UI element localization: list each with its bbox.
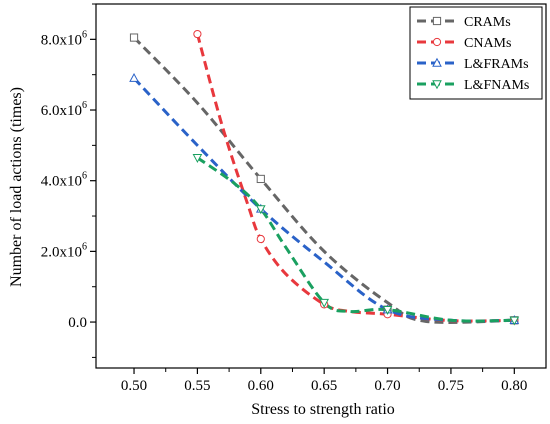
x-tick-label: 0.75: [438, 378, 464, 394]
axis-ticks: [90, 3, 515, 374]
plot-border: [95, 3, 547, 369]
data-point-l-fnams: [382, 305, 393, 315]
x-tick-label: 0.70: [374, 378, 400, 394]
data-point-cnams: [256, 234, 265, 244]
legend: CRAMs CNAMs L&FRAMs L&FNAMs: [409, 6, 543, 100]
series-curves: [132, 33, 515, 324]
y-tick-exponent: 6: [82, 29, 87, 40]
y-tick-exponent: 6: [82, 241, 87, 252]
x-tick-label: 0.55: [184, 378, 210, 394]
y-tick-label: 8.0x106: [41, 29, 87, 48]
data-point-l-fnams: [255, 205, 266, 215]
data-point-l-fnams: [509, 316, 520, 326]
y-tick-label: 4.0x106: [41, 171, 87, 190]
y-axis-title: Number of load actions (times): [8, 87, 25, 287]
data-point-crams: [129, 33, 139, 42]
legend-marker-l-fnams: [432, 80, 442, 90]
y-tick-label: 2.0x106: [41, 241, 87, 260]
series-line-l-frams: [132, 77, 515, 323]
data-point-cnams: [193, 29, 202, 39]
series-line-crams: [132, 36, 515, 324]
y-tick-exponent: 6: [82, 100, 87, 111]
x-tick-label: 0.65: [311, 378, 337, 394]
series-line-l-fnams: [196, 156, 515, 323]
y-tick-label: 0.0: [68, 315, 87, 331]
legend-label-l-frams: L&FRAMs: [464, 57, 529, 72]
legend-marker-l-frams: [432, 57, 442, 67]
x-tick-label: 0.50: [121, 378, 147, 394]
y-tick-exponent: 6: [82, 171, 87, 182]
data-point-l-fnams: [192, 154, 203, 163]
tick-labels: 0.50 0.55 0.60 0.65 0.70 0.75 0.80 0.0 2.0x106 4.…: [41, 29, 528, 394]
legend-label-crams: CRAMs: [464, 15, 511, 30]
y-tick-label: 6.0x106: [41, 100, 87, 119]
x-tick-label: 0.80: [501, 378, 527, 394]
legend-label-l-fnams: L&FNAMs: [464, 78, 529, 93]
series-markers: [129, 29, 520, 326]
data-point-crams: [256, 174, 265, 184]
plot-frame: [95, 3, 547, 369]
x-tick-label: 0.60: [248, 378, 274, 394]
legend-label-cnams: CNAMs: [464, 36, 511, 51]
x-axis-title: Stress to strength ratio: [251, 401, 395, 418]
legend-marker-cnams: [432, 37, 442, 47]
data-point-l-frams: [129, 72, 139, 82]
data-point-l-fnams: [319, 298, 330, 308]
legend-marker-crams: [432, 16, 442, 26]
